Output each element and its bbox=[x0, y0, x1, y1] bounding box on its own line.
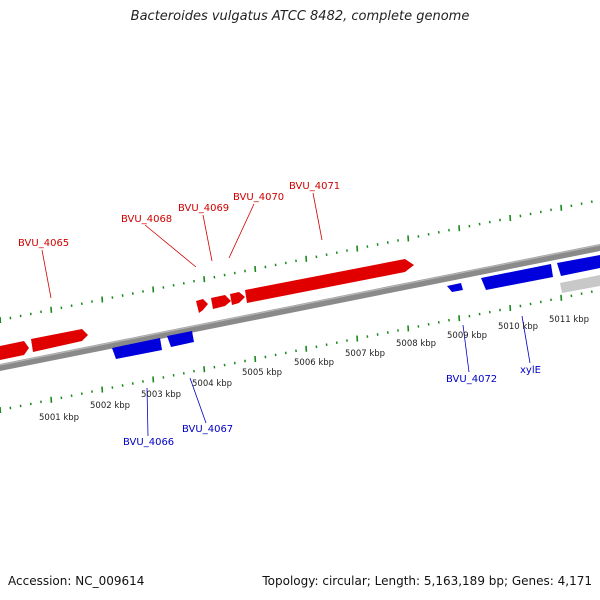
scale-label-5002: 5002 kbp bbox=[90, 401, 130, 411]
leader-xyle bbox=[521, 315, 531, 364]
label-bvu-4066[interactable]: BVU_4066 bbox=[123, 437, 174, 448]
forward-tick-row bbox=[0, 200, 593, 324]
gene-bvu-4069-arrow[interactable] bbox=[211, 295, 231, 309]
leader-bvu-4071 bbox=[312, 192, 323, 241]
leader-bvu-4067 bbox=[189, 377, 207, 424]
scale-label-5005: 5005 kbp bbox=[242, 368, 282, 378]
gene-bvu-4067-arrow[interactable] bbox=[167, 331, 194, 347]
leader-bvu-4065 bbox=[41, 249, 52, 299]
accession-text: Accession: NC_009614 bbox=[8, 574, 145, 588]
gene-next-reverse-arrow[interactable] bbox=[557, 255, 600, 276]
backbone-highlight bbox=[0, 244, 600, 366]
scale-label-5008: 5008 kbp bbox=[396, 339, 436, 349]
leader-bvu-4066 bbox=[146, 387, 149, 437]
scale-label-5007: 5007 kbp bbox=[345, 349, 385, 359]
gene-xyle-arrow[interactable] bbox=[481, 264, 553, 290]
gene-bvu-4068-arrow[interactable] bbox=[196, 299, 208, 313]
leader-bvu-4068 bbox=[144, 224, 197, 268]
label-bvu-4068[interactable]: BVU_4068 bbox=[121, 214, 172, 225]
gene-bvu-4071-arrow[interactable] bbox=[245, 259, 414, 303]
label-bvu-4072[interactable]: BVU_4072 bbox=[446, 374, 497, 385]
scale-label-5011: 5011 kbp bbox=[549, 315, 589, 325]
scale-label-5006: 5006 kbp bbox=[294, 358, 334, 368]
map-title: Bacteroides vulgatus ATCC 8482, complete… bbox=[130, 9, 470, 24]
gene-bvu-4065-arrow[interactable] bbox=[31, 329, 88, 352]
topology-text: Topology: circular; Length: 5,163,189 bp… bbox=[262, 574, 592, 588]
gene-bvu-4070-arrow[interactable] bbox=[230, 292, 245, 305]
gene-bvu-4072-arrow[interactable] bbox=[447, 283, 463, 292]
grey-feature-arrow[interactable] bbox=[560, 275, 600, 293]
scale-label-5003: 5003 kbp bbox=[141, 390, 181, 400]
label-bvu-4070[interactable]: BVU_4070 bbox=[233, 192, 284, 203]
scale-label-5004: 5004 kbp bbox=[192, 379, 232, 389]
scale-label-5010: 5010 kbp bbox=[498, 322, 538, 332]
label-bvu-4071[interactable]: BVU_4071 bbox=[289, 181, 340, 192]
label-bvu-4067[interactable]: BVU_4067 bbox=[182, 424, 233, 435]
reverse-tick-row bbox=[0, 290, 593, 414]
scale-label-5009: 5009 kbp bbox=[447, 331, 487, 341]
genome-backbone bbox=[0, 244, 600, 371]
gene-bvu-4064-arrow[interactable] bbox=[0, 341, 29, 361]
leader-bvu-4072 bbox=[462, 324, 470, 373]
leader-bvu-4070 bbox=[228, 203, 255, 259]
label-xyle[interactable]: xylE bbox=[520, 365, 541, 376]
label-bvu-4065[interactable]: BVU_4065 bbox=[18, 238, 69, 249]
scale-label-5001: 5001 kbp bbox=[39, 413, 79, 423]
leader-bvu-4069 bbox=[202, 214, 213, 262]
gene-bvu-4066-arrow[interactable] bbox=[112, 338, 162, 359]
label-bvu-4069[interactable]: BVU_4069 bbox=[178, 203, 229, 214]
